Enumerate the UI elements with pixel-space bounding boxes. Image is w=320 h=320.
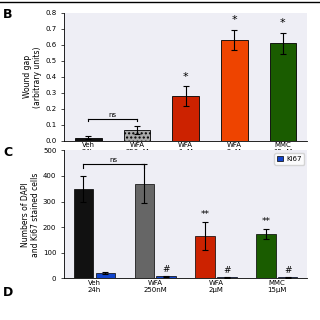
Text: **: ** — [201, 210, 210, 219]
Bar — [195, 236, 215, 278]
Y-axis label: Wound gap
(arbitrary units): Wound gap (arbitrary units) — [23, 46, 42, 108]
Bar — [221, 40, 248, 141]
Text: C: C — [3, 146, 12, 159]
Text: #: # — [284, 266, 292, 275]
Text: *: * — [280, 18, 286, 28]
Legend: Ki67: Ki67 — [274, 153, 304, 165]
Text: #: # — [223, 266, 231, 275]
Bar — [278, 277, 298, 278]
Text: ns: ns — [110, 157, 118, 163]
Text: B: B — [3, 8, 13, 21]
Text: #: # — [162, 265, 170, 274]
Bar — [217, 277, 237, 278]
Bar — [134, 184, 154, 278]
Text: *: * — [231, 15, 237, 25]
Y-axis label: Numbers of DAPI
and Ki67 stained cells: Numbers of DAPI and Ki67 stained cells — [21, 172, 40, 257]
Bar — [269, 43, 296, 141]
Bar — [74, 189, 93, 278]
Bar — [75, 138, 102, 141]
Bar — [156, 276, 176, 278]
Text: D: D — [3, 286, 13, 300]
Text: **: ** — [261, 217, 270, 226]
Bar — [124, 130, 150, 141]
Bar — [256, 234, 276, 278]
Bar — [96, 273, 115, 278]
Bar — [172, 96, 199, 141]
Text: ns: ns — [108, 112, 117, 118]
Text: *: * — [183, 72, 188, 82]
